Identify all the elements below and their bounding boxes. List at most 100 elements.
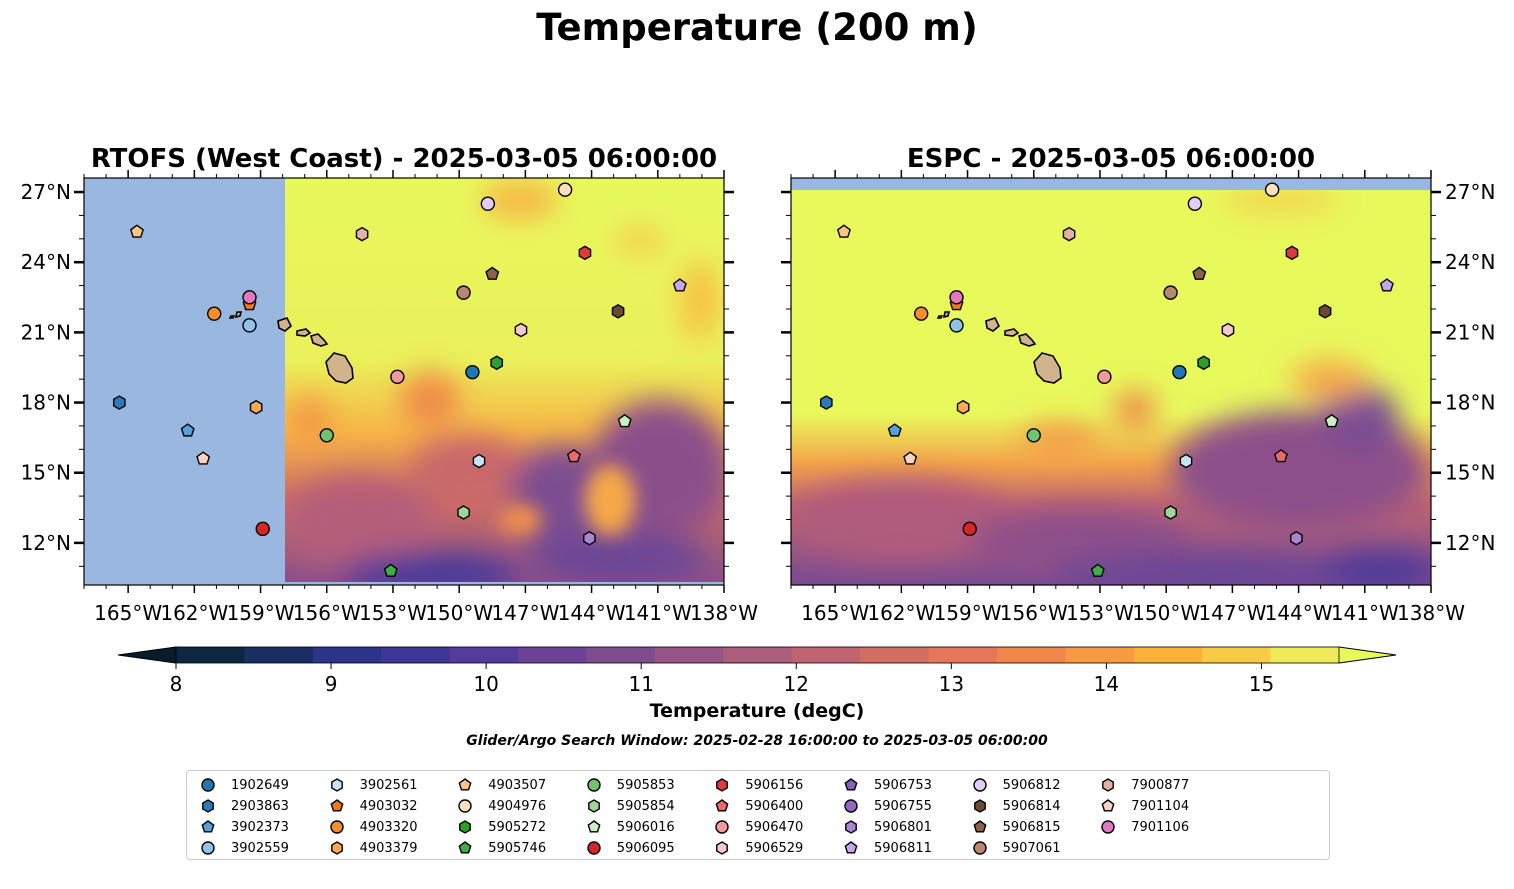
legend-label: 5906095 [616, 840, 675, 856]
x-tick-label: 165°W [801, 601, 869, 625]
espc-float-marker-5905854 [1164, 505, 1177, 520]
rtofs-float-marker-5906812 [480, 196, 496, 211]
legend-marker-icon [844, 799, 858, 813]
legend-item-5906814: 5906814 [969, 796, 1061, 816]
legend-marker-3902559 [201, 841, 215, 855]
legend-marker-icon [715, 799, 729, 812]
colorbar-label: Temperature (degC) [649, 700, 865, 722]
x-tick-label: 150°W [425, 601, 493, 625]
legend-marker-7900877 [1102, 778, 1115, 792]
legend-item-7901106: 7901106 [1097, 817, 1189, 837]
legend-item-5906812: 5906812 [969, 775, 1061, 795]
colorbar-segment [312, 647, 382, 663]
x-tick-label: 144°W [558, 601, 626, 625]
espc-float-marker-5907061 [1163, 285, 1178, 300]
legend-marker-5906400 [715, 799, 729, 812]
rtofs-float-marker-5906815 [485, 266, 500, 280]
legend-label: 4903379 [359, 840, 418, 856]
legend-marker-icon [587, 799, 600, 813]
colorbar-segment [176, 647, 245, 663]
legend-label: 5906753 [874, 777, 932, 793]
colorbar-segment [928, 647, 998, 663]
espc-float-marker-7900877 [1062, 226, 1076, 242]
rtofs-float-marker-1902649 [465, 364, 480, 380]
rtofs-float-marker-5905272 [490, 355, 504, 371]
legend-marker-icon [1101, 820, 1115, 834]
hawaiian-islands [936, 311, 1062, 384]
colorbar-segment [1133, 647, 1203, 663]
y-tick-label: 15°N [21, 461, 71, 485]
colorbar-segment [449, 647, 519, 663]
rtofs-float-marker-7900877 [355, 226, 369, 242]
legend-marker-icon [844, 778, 858, 791]
rtofs-map-panel: RTOFS (West Coast) - 2025-03-05 06:00:00 [21, 144, 759, 625]
legend-item-4903507: 4903507 [454, 775, 546, 795]
legend-marker-5906470 [715, 820, 730, 834]
espc-float-marker-5905853 [1026, 428, 1041, 443]
espc-float-marker-2903863 [819, 395, 833, 410]
rtofs-float-marker-7901104 [196, 451, 211, 465]
espc-float-marker-5906529 [1221, 322, 1235, 338]
rtofs-float-marker-4903320 [207, 306, 222, 321]
rtofs-float-marker-5905854 [457, 505, 470, 520]
y-tick-label: 24°N [1445, 250, 1495, 274]
legend-item-5905746: 5905746 [454, 838, 546, 858]
legend-item-4903032: 4903032 [326, 796, 418, 816]
legend-item-4904976: 4904976 [454, 796, 546, 816]
legend-item-5906811: 5906811 [840, 838, 932, 858]
legend-item-5906470: 5906470 [711, 817, 803, 837]
espc-float-marker-7901104 [903, 451, 918, 465]
legend-item-4903379: 4903379 [326, 838, 418, 858]
rtofs-float-marker-5906400 [566, 448, 581, 463]
legend-marker-icon [1101, 799, 1115, 812]
legend-label: 7900877 [1131, 777, 1190, 793]
legend-label: 3902373 [231, 819, 289, 835]
legend-marker-5905854 [587, 799, 600, 813]
legend-marker-icon [716, 778, 729, 792]
colorbar-segment [860, 647, 930, 663]
legend-label: 5905746 [488, 840, 547, 856]
espc-float-marker-5905746 [1090, 563, 1105, 577]
rtofs-float-marker-5906814 [611, 304, 625, 319]
colorbar-segment [791, 647, 861, 663]
rtofs-float-marker-5905746 [383, 563, 398, 577]
x-tick-label: 141°W [624, 601, 692, 625]
colorbar-segment [1202, 647, 1272, 663]
rtofs-float-marker-4904976 [557, 182, 573, 197]
x-tick-label: 162°W [160, 601, 228, 625]
y-tick-label: 15°N [1445, 461, 1495, 485]
legend-label: 5906801 [874, 819, 932, 835]
legend-marker-5906815 [973, 820, 987, 833]
legend-label: 4903320 [359, 819, 418, 835]
legend-label: 5906814 [1002, 798, 1061, 814]
y-tick-label: 24°N [21, 250, 71, 274]
espc-panel-title: ESPC - 2025-03-05 06:00:00 [907, 144, 1315, 174]
rtofs-axis-ticks: 165°W162°W159°W156°W153°W150°W147°W144°W… [21, 170, 758, 625]
legend-marker-icon [973, 799, 986, 813]
colorbar-tick-label: 14 [1094, 672, 1119, 696]
colorbar-segment [518, 647, 587, 663]
colorbar-segment [586, 647, 656, 663]
float-legend: 1902649 2903863 3902373 3902559 3902561 49030… [186, 770, 1330, 860]
rtofs-float-marker-3902559 [242, 318, 257, 333]
legend-item-5905854: 5905854 [583, 796, 675, 816]
legend-item-3902561: 3902561 [326, 775, 418, 795]
legend-label: 7901106 [1131, 819, 1190, 835]
colorbar-segment [723, 647, 793, 663]
legend-item-5906156: 5906156 [711, 775, 803, 795]
espc-float-marker-4903320 [914, 306, 929, 321]
rtofs-float-marker-5906529 [514, 322, 528, 338]
rtofs-float-marker-5906156 [578, 245, 592, 261]
legend-marker-icon [458, 778, 472, 791]
espc-float-marker-5906400 [1273, 448, 1288, 463]
colorbar-tick-label: 9 [325, 672, 338, 696]
legend-marker-icon [330, 799, 344, 812]
legend-item-3902559: 3902559 [197, 838, 289, 858]
legend-marker-5906811 [844, 841, 858, 854]
legend-marker-icon [587, 778, 601, 792]
legend-item-5905853: 5905853 [583, 775, 675, 795]
legend-marker-icon [201, 841, 215, 855]
x-tick-label: 141°W [1331, 601, 1399, 625]
legend-marker-icon [202, 799, 214, 813]
legend-marker-icon [972, 841, 987, 855]
